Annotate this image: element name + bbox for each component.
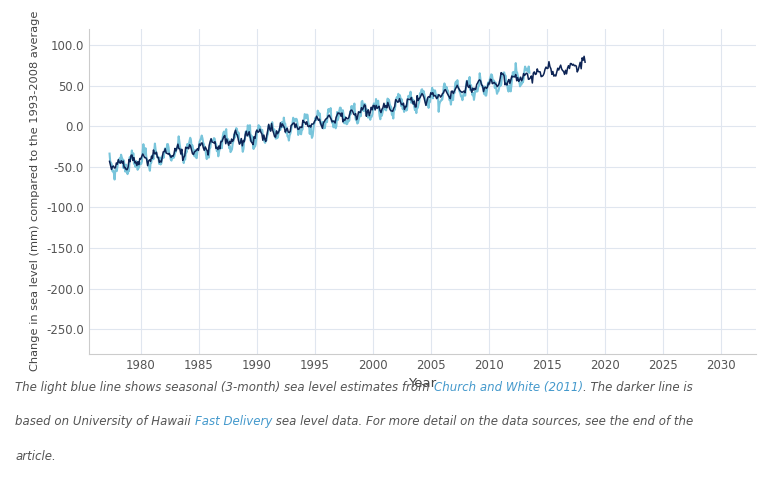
Text: The light blue line shows seasonal (3-month) sea level estimates from: The light blue line shows seasonal (3-mo… <box>15 380 434 394</box>
Y-axis label: Change in sea level (mm) compared to the 1993-2008 average: Change in sea level (mm) compared to the… <box>31 11 41 371</box>
Text: sea level data. For more detail on the data sources, see the end of the: sea level data. For more detail on the d… <box>272 415 694 428</box>
Text: based on University of Hawaii: based on University of Hawaii <box>15 415 195 428</box>
Text: Fast Delivery: Fast Delivery <box>195 415 272 428</box>
Text: . The darker line is: . The darker line is <box>583 380 692 394</box>
X-axis label: Year: Year <box>408 377 436 390</box>
Text: Church and White (2011): Church and White (2011) <box>434 380 583 394</box>
Text: article.: article. <box>15 450 56 463</box>
